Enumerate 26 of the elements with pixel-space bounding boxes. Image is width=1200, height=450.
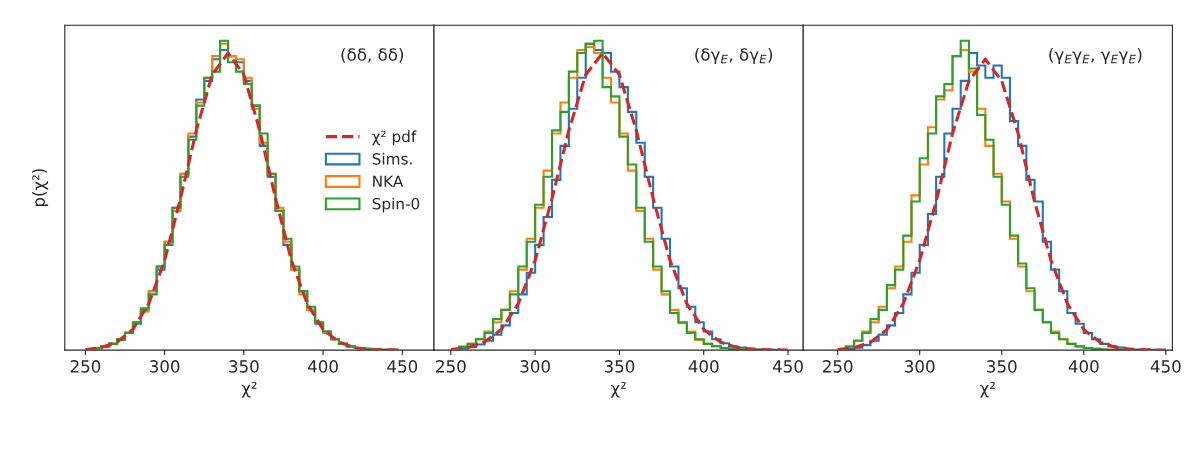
text: (γ$_{E}$γ$_{E}$, γ$_{E}$γ$_{E}$)	[1049, 47, 1142, 65]
x-tick-label: 400	[1068, 360, 1099, 373]
annotation: (δδ, δδ)	[341, 47, 404, 63]
x-tick-label: 350	[604, 360, 635, 373]
legend-label: Spin-0	[372, 197, 420, 213]
x-axis-title: χ²	[610, 381, 626, 398]
x-tick-label: 350	[229, 360, 259, 373]
x-tick-label: 450	[1150, 360, 1181, 373]
legend-label: χ² pdf	[372, 130, 417, 146]
x-tick-label: 400	[307, 360, 338, 373]
x-tick-label: 450	[387, 360, 418, 373]
y-axis-title: p(χ²)	[32, 169, 49, 207]
x-tick-label: 400	[688, 360, 719, 373]
x-tick-label: 250	[436, 360, 466, 373]
x-axis-title: χ²	[241, 381, 257, 398]
legend-label: Sims.	[372, 152, 412, 165]
x-tick-label: 300	[905, 360, 935, 373]
annotation: (δγ$_{E}$, δγ$_{E}$)	[695, 47, 773, 65]
x-tick-label: 250	[822, 360, 853, 373]
x-tick-label: 250	[70, 360, 101, 373]
legend-label: NKA	[373, 175, 404, 187]
x-tick-label: 300	[520, 360, 550, 373]
x-tick-label: 350	[987, 360, 1017, 373]
x-tick-label: 300	[149, 360, 180, 373]
x-tick-label: 450	[772, 360, 803, 373]
x-axis-title: χ²	[980, 381, 995, 398]
